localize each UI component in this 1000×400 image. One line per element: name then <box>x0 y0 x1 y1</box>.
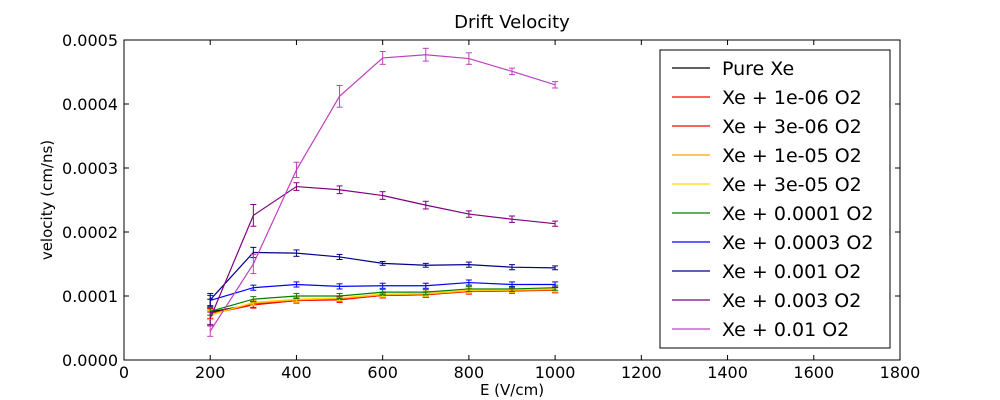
y-tick-label: 0.0004 <box>62 95 118 114</box>
legend-label: Xe + 0.0003 O2 <box>722 232 873 254</box>
legend-label: Xe + 1e-05 O2 <box>722 145 862 167</box>
data-point <box>250 203 257 227</box>
y-tick-label: 0.0002 <box>62 223 118 242</box>
legend-label: Xe + 3e-06 O2 <box>722 116 862 138</box>
legend-item: Xe + 1e-05 O2 <box>672 145 862 167</box>
data-point <box>293 249 300 257</box>
y-tick-label: 0.0000 <box>62 351 118 370</box>
data-point <box>379 282 386 289</box>
data-point <box>422 289 429 296</box>
data-point <box>465 52 472 65</box>
x-tick-label: 0 <box>119 363 129 382</box>
legend-item: Xe + 0.0001 O2 <box>672 203 873 225</box>
x-tick-label: 1400 <box>707 363 748 382</box>
x-tick-label: 1200 <box>621 363 662 382</box>
legend-item: Xe + 1e-06 O2 <box>672 87 862 109</box>
legend-label: Xe + 0.003 O2 <box>722 290 861 312</box>
x-tick-label: 1800 <box>880 363 921 382</box>
series-9 <box>207 47 559 337</box>
legend-label: Xe + 0.01 O2 <box>722 319 849 341</box>
data-point <box>509 281 515 288</box>
data-point <box>336 292 343 300</box>
data-point <box>509 67 515 76</box>
y-axis-title: velocity (cm/ns) <box>38 140 56 260</box>
legend-item: Pure Xe <box>672 58 794 80</box>
data-point <box>207 292 214 307</box>
legend-label: Xe + 1e-06 O2 <box>722 87 862 109</box>
data-point <box>422 200 429 210</box>
data-point <box>336 84 343 108</box>
data-point <box>293 161 300 179</box>
data-point <box>250 296 257 303</box>
chart-title: Drift Velocity <box>454 12 570 33</box>
data-point <box>465 279 472 286</box>
legend-label: Xe + 0.001 O2 <box>722 261 861 283</box>
data-point <box>250 253 257 275</box>
y-tick-label: 0.0003 <box>62 159 118 178</box>
legend-item: Xe + 0.001 O2 <box>672 261 861 283</box>
data-point <box>293 292 300 300</box>
series-7 <box>207 246 559 307</box>
data-point <box>207 311 214 326</box>
data-point <box>379 289 386 296</box>
data-point <box>509 264 515 271</box>
legend: Pure Xe Xe + 1e-06 O2 Xe + 3e-06 O2 Xe + 1e… <box>659 49 891 349</box>
legend-label: Xe + 0.0001 O2 <box>722 203 873 225</box>
data-point <box>379 191 386 200</box>
data-layer <box>207 47 559 337</box>
y-tick-label: 0.0001 <box>62 287 118 306</box>
legend-item: Xe + 3e-05 O2 <box>672 174 862 196</box>
x-axis-title: E (V/cm) <box>480 381 544 399</box>
data-point <box>552 281 559 288</box>
axes-layer: 0 200 400 600 800 1000 1200 1400 1600 1800 0.0000 0… <box>62 31 920 382</box>
legend-label: Xe + 3e-05 O2 <box>722 174 862 196</box>
data-point <box>422 262 429 268</box>
data-point <box>207 325 214 337</box>
data-point <box>465 285 472 293</box>
x-tick-label: 1600 <box>793 363 834 382</box>
y-tick-label: 0.0005 <box>62 31 118 50</box>
legend-item: Xe + 0.01 O2 <box>672 319 849 341</box>
data-point <box>379 51 386 65</box>
data-point <box>336 253 343 261</box>
series-8 <box>207 182 559 326</box>
x-tick-label: 400 <box>281 363 312 382</box>
x-tick-label: 1000 <box>535 363 576 382</box>
data-point <box>509 215 515 223</box>
legend-item: Xe + 3e-06 O2 <box>672 116 862 138</box>
x-tick-label: 200 <box>195 363 226 382</box>
data-point <box>422 47 429 62</box>
legend-item: Xe + 0.0003 O2 <box>672 232 873 254</box>
data-point <box>552 81 559 89</box>
legend-box <box>659 49 891 349</box>
data-point <box>379 260 386 266</box>
legend-item: Xe + 0.003 O2 <box>672 290 861 312</box>
data-point <box>552 265 559 271</box>
data-point <box>250 284 257 291</box>
x-tick-label: 600 <box>367 363 398 382</box>
legend-label: Pure Xe <box>722 58 794 80</box>
plot-frame <box>123 39 901 361</box>
data-point <box>465 261 472 268</box>
data-point <box>552 220 559 227</box>
data-point <box>293 281 300 288</box>
data-point <box>336 283 343 290</box>
data-point <box>465 210 472 218</box>
data-point <box>336 185 343 195</box>
x-tick-label: 800 <box>454 363 485 382</box>
data-point <box>293 182 300 191</box>
data-point <box>422 282 429 289</box>
